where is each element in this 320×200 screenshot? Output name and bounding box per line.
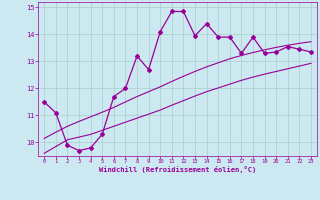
X-axis label: Windchill (Refroidissement éolien,°C): Windchill (Refroidissement éolien,°C) xyxy=(99,166,256,173)
